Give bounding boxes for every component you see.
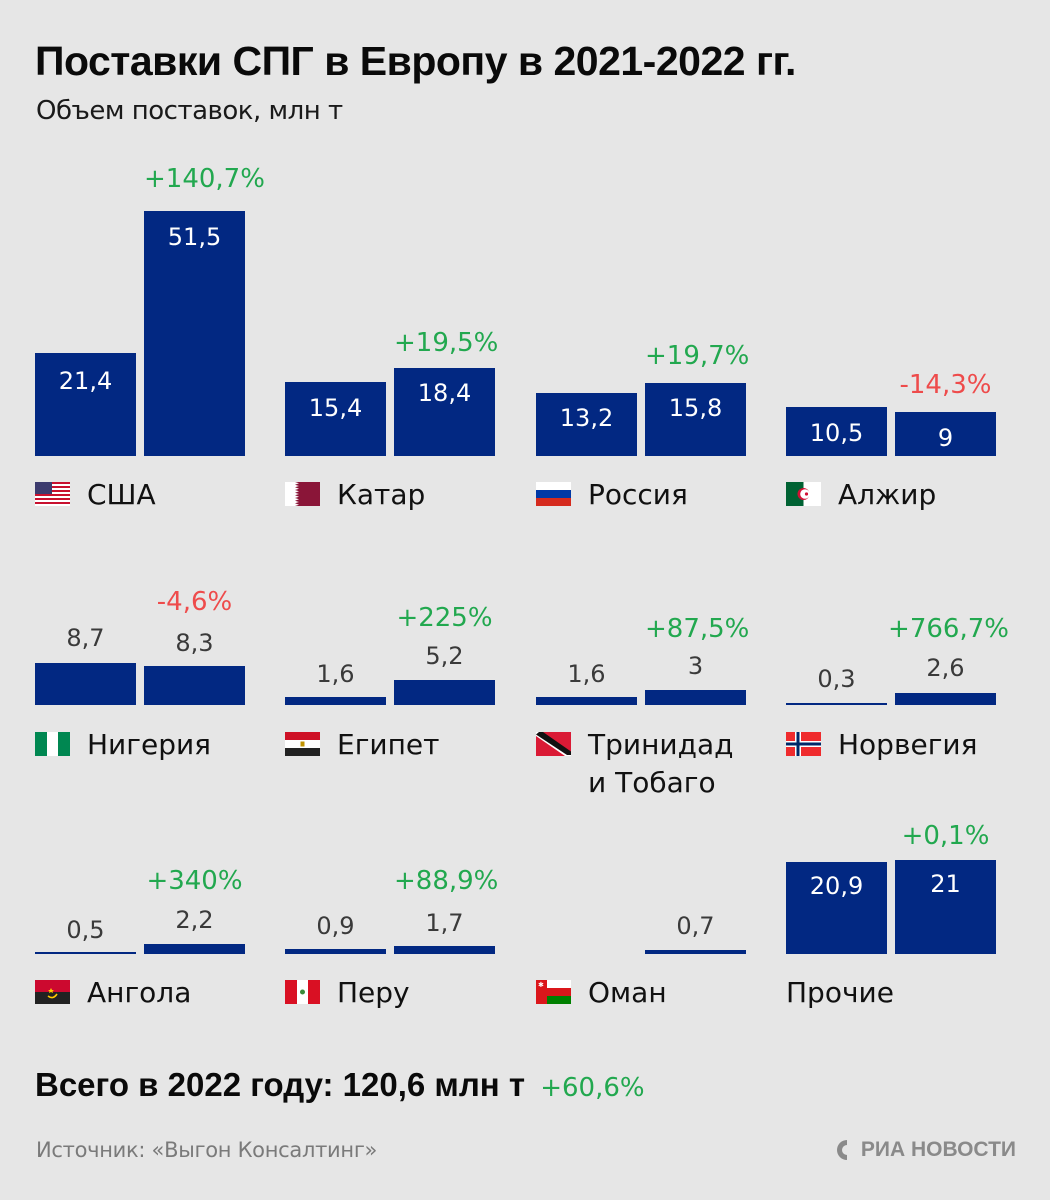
country-name: Россия bbox=[588, 478, 688, 511]
country-name: Оман bbox=[588, 976, 667, 1009]
value-2021: 0,9 bbox=[316, 912, 355, 940]
value-2022: 5,2 bbox=[425, 642, 464, 670]
value-2021: 13,2 bbox=[559, 404, 614, 432]
bar-2022 bbox=[895, 412, 996, 456]
change-percent: -14,3% bbox=[899, 370, 992, 400]
bar-2021 bbox=[35, 663, 136, 705]
change-percent: +225% bbox=[396, 603, 493, 633]
flag-russia-icon bbox=[536, 482, 571, 506]
country-name: Египет bbox=[337, 728, 440, 761]
bar-2021 bbox=[35, 952, 136, 954]
value-2022: 18,4 bbox=[417, 379, 472, 407]
bar-2022 bbox=[144, 211, 245, 456]
flag-egypt-icon bbox=[285, 732, 320, 756]
value-2021: 8,7 bbox=[66, 624, 105, 652]
bar-2021 bbox=[786, 407, 887, 456]
flag-algeria-icon bbox=[786, 482, 821, 506]
country-name: Тринидад bbox=[588, 728, 734, 761]
bar-2021 bbox=[285, 697, 386, 705]
flag-norway-icon bbox=[786, 732, 821, 756]
value-2022: 21 bbox=[930, 870, 961, 898]
bar-2022 bbox=[144, 666, 245, 705]
country-name: Норвегия bbox=[838, 728, 978, 761]
page-title: Поставки СПГ в Европу в 2021-2022 гг. bbox=[35, 38, 796, 84]
change-percent: +87,5% bbox=[645, 614, 750, 644]
value-2022: 2,6 bbox=[926, 654, 965, 682]
flag-qatar-icon bbox=[285, 482, 320, 506]
bar-2021 bbox=[285, 949, 386, 954]
bar-2022 bbox=[645, 950, 746, 954]
flag-usa-icon bbox=[35, 482, 70, 506]
change-percent: +88,9% bbox=[394, 866, 499, 896]
flag-nigeria-icon bbox=[35, 732, 70, 756]
bar-2022 bbox=[895, 860, 996, 954]
country-name: США bbox=[87, 478, 156, 511]
bar-2021 bbox=[536, 697, 637, 705]
bar-2021 bbox=[35, 353, 136, 456]
value-2021: 15,4 bbox=[308, 394, 363, 422]
country-name: Ангола bbox=[87, 976, 192, 1009]
total-summary: Всего в 2022 году: 120,6 млн т +60,6% bbox=[35, 1066, 645, 1104]
value-2021: 21,4 bbox=[58, 367, 113, 395]
country-name: Алжир bbox=[838, 478, 937, 511]
country-name-line2: и Тобаго bbox=[588, 766, 716, 799]
bar-2022 bbox=[394, 946, 495, 954]
svg-text:✱: ✱ bbox=[538, 981, 544, 989]
change-percent: +340% bbox=[146, 866, 243, 896]
value-2021: 0,5 bbox=[66, 916, 105, 944]
flag-trinidad-tobago-icon bbox=[536, 732, 571, 756]
country-name: Перу bbox=[337, 976, 410, 1009]
flag-angola-icon bbox=[35, 980, 70, 1004]
change-percent: +0,1% bbox=[901, 821, 990, 851]
value-2022: 15,8 bbox=[668, 394, 723, 422]
value-2022: 8,3 bbox=[175, 629, 214, 657]
value-2021: 10,5 bbox=[809, 419, 864, 447]
flag-peru-icon bbox=[285, 980, 320, 1004]
value-2022: 3 bbox=[687, 652, 704, 680]
country-name: Катар bbox=[337, 478, 426, 511]
change-percent: +19,5% bbox=[394, 328, 499, 358]
bar-2022 bbox=[144, 944, 245, 954]
value-2021: 1,6 bbox=[567, 660, 606, 688]
bar-2021 bbox=[536, 393, 637, 456]
category-name: Прочие bbox=[786, 976, 894, 1009]
total-change-percent: +60,6% bbox=[540, 1073, 645, 1103]
bar-2021 bbox=[285, 382, 386, 456]
chart-subtitle: Объем поставок, млн т bbox=[36, 96, 343, 126]
bar-2022 bbox=[895, 693, 996, 705]
bar-2021 bbox=[786, 862, 887, 954]
ria-novosti-logo: РИА НОВОСТИ bbox=[835, 1138, 1016, 1162]
value-2022: 0,7 bbox=[676, 912, 715, 940]
total-label: Всего в 2022 году: 120,6 млн т bbox=[35, 1066, 526, 1103]
bar-2021 bbox=[786, 703, 887, 705]
bar-2022 bbox=[645, 383, 746, 456]
bar-2022 bbox=[394, 368, 495, 456]
logo-text: РИА НОВОСТИ bbox=[860, 1138, 1016, 1161]
value-2021: 20,9 bbox=[809, 872, 864, 900]
value-2022: 2,2 bbox=[175, 906, 214, 934]
flag-oman-icon: ✱ bbox=[536, 980, 571, 1004]
source-note: Источник: «Выгон Консалтинг» bbox=[36, 1138, 378, 1162]
value-2022: 1,7 bbox=[425, 909, 464, 937]
change-percent: +140,7% bbox=[144, 164, 265, 194]
change-percent: +766,7% bbox=[888, 614, 1009, 644]
bar-2022 bbox=[645, 690, 746, 705]
ria-logo-icon bbox=[836, 1140, 847, 1160]
value-2021: 1,6 bbox=[316, 660, 355, 688]
change-percent: +19,7% bbox=[645, 341, 750, 371]
value-2021: 0,3 bbox=[817, 665, 856, 693]
country-name: Нигерия bbox=[87, 728, 212, 761]
bar-2022 bbox=[394, 680, 495, 705]
value-2022: 9 bbox=[937, 424, 954, 452]
value-2022: 51,5 bbox=[167, 223, 222, 251]
change-percent: -4,6% bbox=[156, 587, 233, 617]
